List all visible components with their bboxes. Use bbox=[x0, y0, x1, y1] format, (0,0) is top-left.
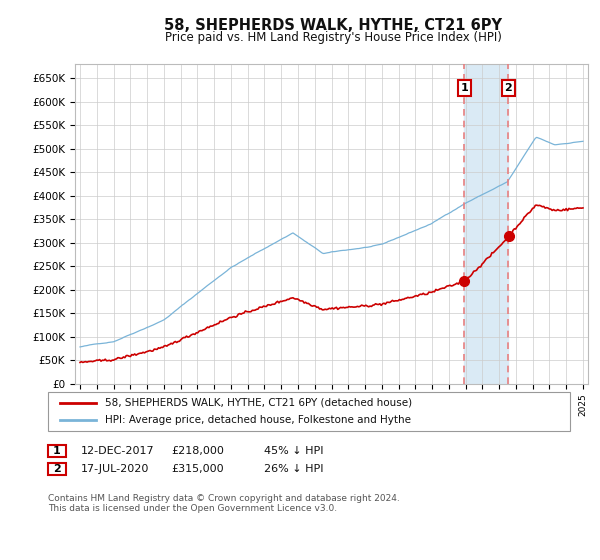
Text: 1: 1 bbox=[460, 83, 468, 93]
Text: 45% ↓ HPI: 45% ↓ HPI bbox=[264, 446, 323, 456]
Text: 2: 2 bbox=[505, 83, 512, 93]
Text: £218,000: £218,000 bbox=[171, 446, 224, 456]
Text: 1: 1 bbox=[53, 446, 61, 456]
Text: Contains HM Land Registry data © Crown copyright and database right 2024.
This d: Contains HM Land Registry data © Crown c… bbox=[48, 494, 400, 514]
Bar bbox=[464, 64, 508, 384]
Text: 58, SHEPHERDS WALK, HYTHE, CT21 6PY (detached house): 58, SHEPHERDS WALK, HYTHE, CT21 6PY (det… bbox=[105, 398, 412, 408]
Text: 58, SHEPHERDS WALK, HYTHE, CT21 6PY: 58, SHEPHERDS WALK, HYTHE, CT21 6PY bbox=[164, 18, 502, 33]
Text: HPI: Average price, detached house, Folkestone and Hythe: HPI: Average price, detached house, Folk… bbox=[105, 415, 411, 425]
Text: Price paid vs. HM Land Registry's House Price Index (HPI): Price paid vs. HM Land Registry's House … bbox=[164, 31, 502, 44]
Text: 2: 2 bbox=[53, 464, 61, 474]
Text: 17-JUL-2020: 17-JUL-2020 bbox=[81, 464, 149, 474]
Text: 12-DEC-2017: 12-DEC-2017 bbox=[81, 446, 155, 456]
Text: £315,000: £315,000 bbox=[171, 464, 224, 474]
Text: 26% ↓ HPI: 26% ↓ HPI bbox=[264, 464, 323, 474]
